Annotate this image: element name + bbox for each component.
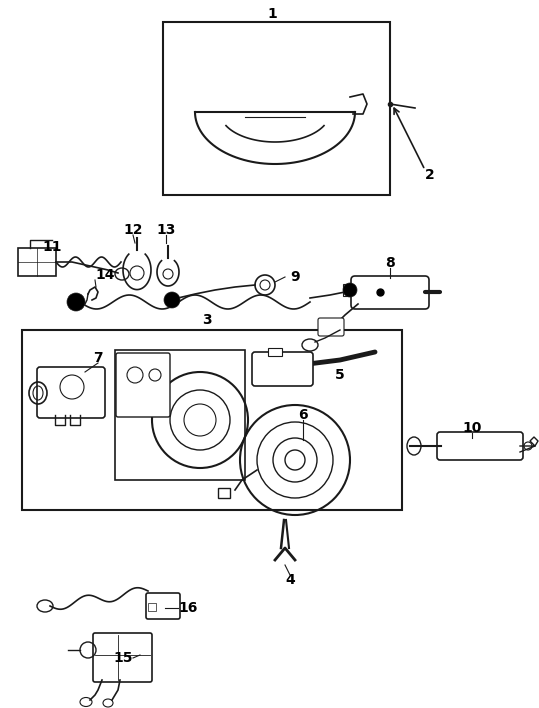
Circle shape: [67, 293, 85, 311]
Text: 9: 9: [290, 270, 300, 284]
FancyBboxPatch shape: [116, 353, 170, 417]
Text: 6: 6: [298, 408, 308, 422]
Circle shape: [285, 450, 305, 470]
Bar: [163, 22, 390, 195]
FancyBboxPatch shape: [318, 318, 344, 336]
Bar: [148, 603, 156, 611]
Text: 11: 11: [42, 240, 62, 254]
Bar: [218, 488, 230, 498]
FancyBboxPatch shape: [252, 352, 313, 386]
Text: 1: 1: [267, 7, 277, 21]
Bar: [268, 348, 282, 356]
FancyBboxPatch shape: [437, 432, 523, 460]
Text: 4: 4: [285, 573, 295, 587]
Circle shape: [343, 283, 357, 297]
Text: 15: 15: [113, 651, 133, 665]
Text: 2: 2: [425, 168, 435, 182]
Bar: [22, 330, 402, 510]
Text: 13: 13: [156, 223, 176, 237]
FancyBboxPatch shape: [37, 367, 105, 418]
Text: 8: 8: [385, 256, 395, 270]
Bar: [115, 350, 245, 480]
Text: 10: 10: [462, 421, 482, 435]
FancyBboxPatch shape: [93, 633, 152, 682]
Text: 7: 7: [93, 351, 103, 365]
Bar: [18, 248, 56, 276]
Text: 5: 5: [335, 368, 345, 382]
Text: 14: 14: [95, 268, 115, 282]
FancyBboxPatch shape: [351, 276, 429, 309]
Text: 3: 3: [202, 313, 212, 327]
FancyBboxPatch shape: [146, 593, 180, 619]
Circle shape: [164, 292, 180, 308]
Bar: [343, 284, 357, 296]
Text: 12: 12: [123, 223, 143, 237]
Text: 16: 16: [178, 601, 198, 615]
